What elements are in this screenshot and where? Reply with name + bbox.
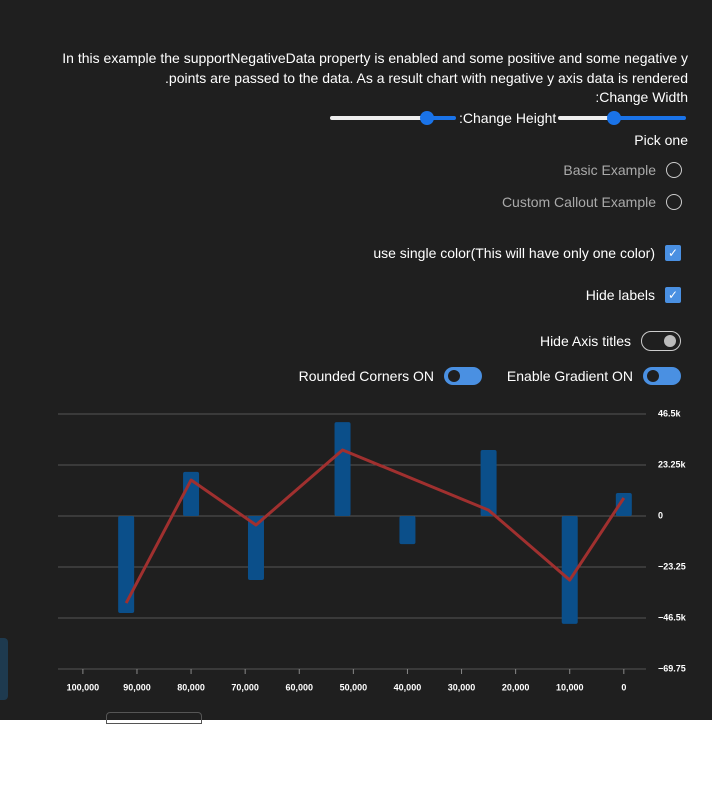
button-edge[interactable] xyxy=(106,712,202,724)
x-tick-label: 40,000 xyxy=(394,682,422,692)
height-slider[interactable] xyxy=(330,116,456,120)
checkbox-label: Hide labels xyxy=(585,287,655,303)
description: In this example the supportNegativeData … xyxy=(62,50,688,86)
pick-one: Pick one xyxy=(634,132,688,148)
change-width-label: Change Width: xyxy=(595,89,688,105)
toggle-label: Hide Axis titles xyxy=(539,333,631,349)
bar xyxy=(334,422,351,516)
x-tick-label: 50,000 xyxy=(340,682,368,692)
toggle-label: Rounded Corners ON xyxy=(298,368,434,384)
x-tick-label: 60,000 xyxy=(285,682,313,692)
toggle[interactable] xyxy=(444,367,482,385)
x-tick-label: 30,000 xyxy=(448,682,476,692)
bar xyxy=(183,471,200,516)
bar xyxy=(561,516,578,624)
toggle-label: Enable Gradient ON xyxy=(506,368,633,384)
bar xyxy=(615,492,632,516)
radio[interactable] xyxy=(666,194,682,210)
height-slider-thumb[interactable] xyxy=(420,111,434,125)
y-tick-label: 23.25k xyxy=(658,459,687,469)
radio[interactable] xyxy=(666,162,682,178)
bar xyxy=(399,516,416,545)
toggle[interactable] xyxy=(643,367,681,385)
bar xyxy=(118,516,135,613)
x-tick-label: 100,000 xyxy=(67,682,100,692)
x-tick-label: 10,000 xyxy=(556,682,584,692)
checkbox-label: use single color(This will have only one… xyxy=(373,245,655,261)
toggle[interactable] xyxy=(641,331,681,351)
width-slider[interactable] xyxy=(558,116,686,120)
x-tick-label: 80,000 xyxy=(177,682,205,692)
side-tab xyxy=(0,638,8,700)
y-tick-label: −69.75 xyxy=(658,663,686,673)
y-tick-label: −46.5k xyxy=(658,612,687,622)
y-tick-label: −23.25 xyxy=(658,561,686,571)
x-tick-label: 0 xyxy=(621,682,626,692)
change-height-label: Change Height: xyxy=(459,110,557,126)
bar xyxy=(247,516,264,581)
width-slider-thumb[interactable] xyxy=(607,111,621,125)
y-tick-label: 0 xyxy=(658,510,663,520)
x-tick-label: 70,000 xyxy=(231,682,259,692)
x-tick-label: 90,000 xyxy=(123,682,151,692)
bar xyxy=(480,449,497,516)
chart: 46.5k 23.25k 0 −23.25 −46.5k −69.75 100,000 90,… xyxy=(58,408,687,692)
x-tick-label: 20,000 xyxy=(502,682,530,692)
checkbox[interactable]: ✓ xyxy=(665,245,681,261)
checkbox[interactable]: ✓ xyxy=(665,287,681,303)
line xyxy=(124,448,626,604)
radio-label: Basic Example xyxy=(563,162,656,178)
radio-label: Custom Callout Example xyxy=(501,194,656,210)
y-tick-label: 46.5k xyxy=(658,408,682,418)
app: In this example the supportNegativeData … xyxy=(0,0,712,724)
